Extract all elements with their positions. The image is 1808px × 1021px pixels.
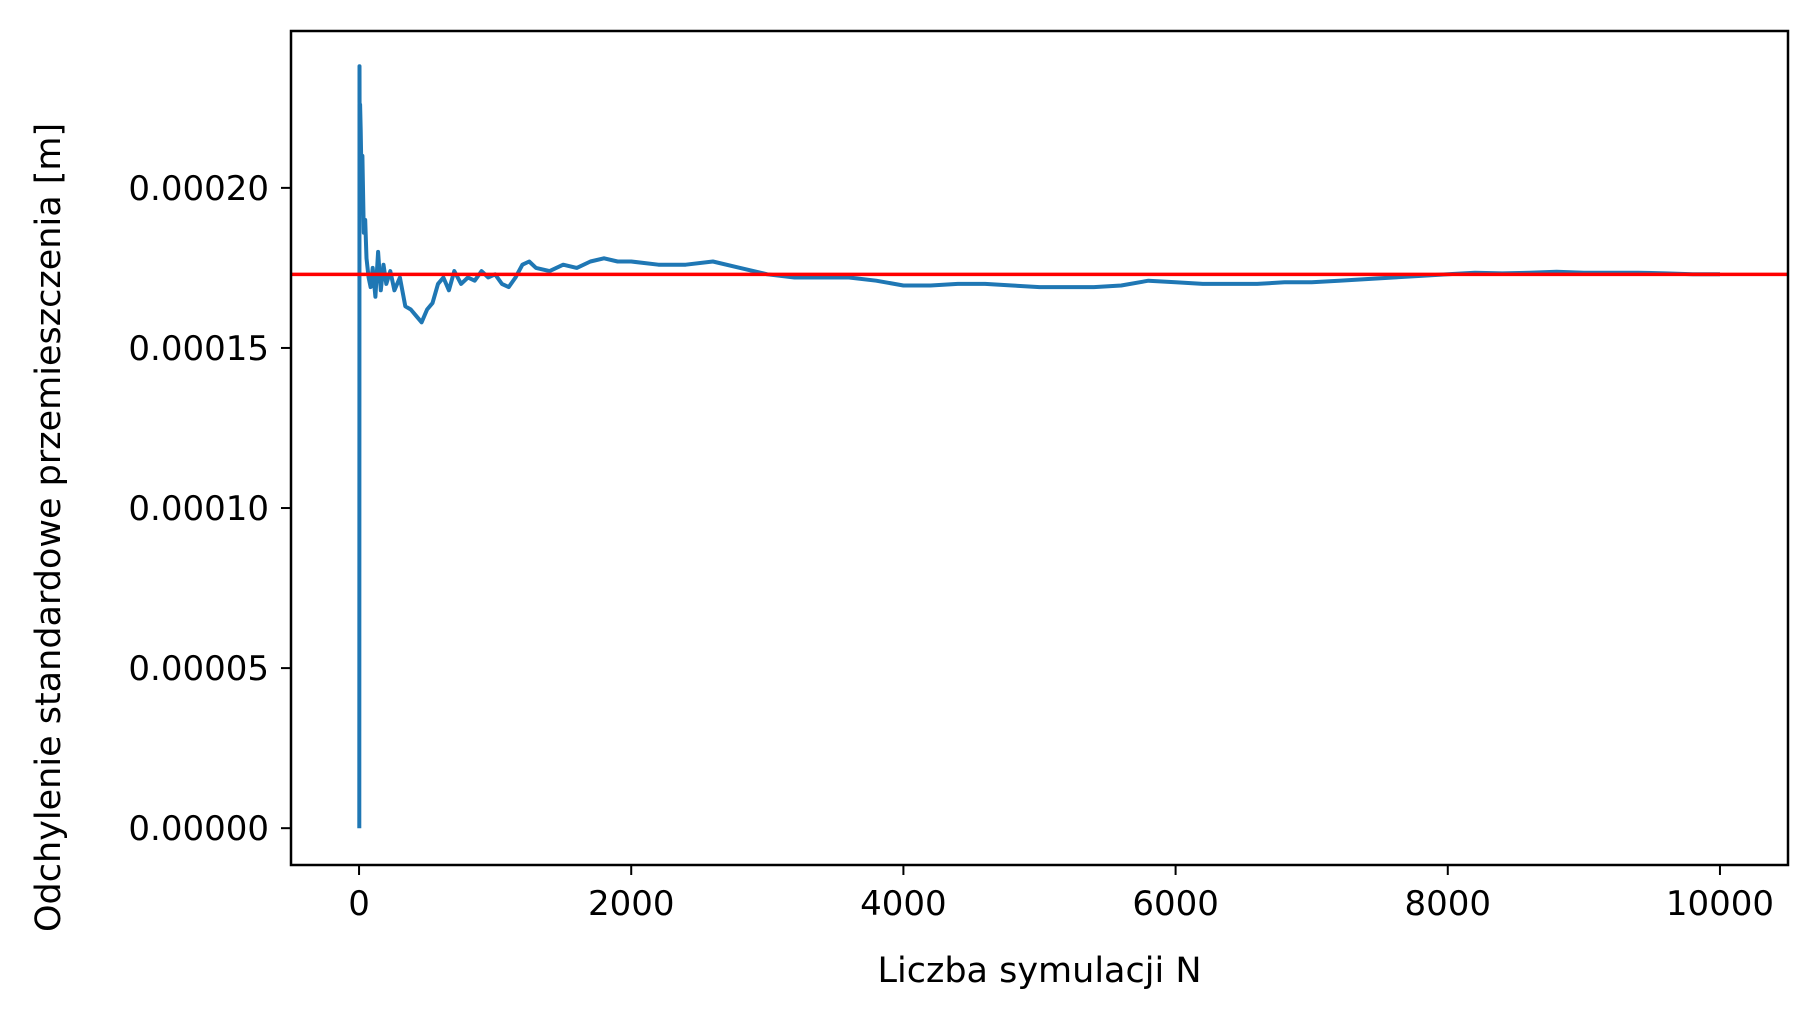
y-axis-label: Odchylenie standardowe przemieszczenia […	[29, 123, 69, 932]
axes-frame	[289, 29, 1790, 867]
y-tick-label: 0.00010	[128, 489, 269, 529]
x-tick-label: 10000	[1666, 884, 1774, 924]
plot-area	[291, 64, 1788, 829]
x-tick-label: 0	[348, 884, 370, 924]
series-line-0	[357, 64, 1720, 829]
x-tick-label: 8000	[1405, 884, 1492, 924]
x-tick-label: 2000	[588, 884, 675, 924]
x-tick-label: 4000	[860, 884, 947, 924]
x-tick-label: 6000	[1132, 884, 1219, 924]
y-tick-label: 0.00000	[128, 809, 269, 849]
ticks: 0 2000 4000 6000 8000 10000 0.00000 0.00005 0.00…	[128, 169, 1774, 924]
y-tick-label: 0.00015	[128, 329, 269, 369]
x-axis-label: Liczba symulacji N	[877, 951, 1201, 991]
y-tick-label: 0.00020	[128, 169, 269, 209]
y-tick-label: 0.00005	[128, 649, 269, 689]
